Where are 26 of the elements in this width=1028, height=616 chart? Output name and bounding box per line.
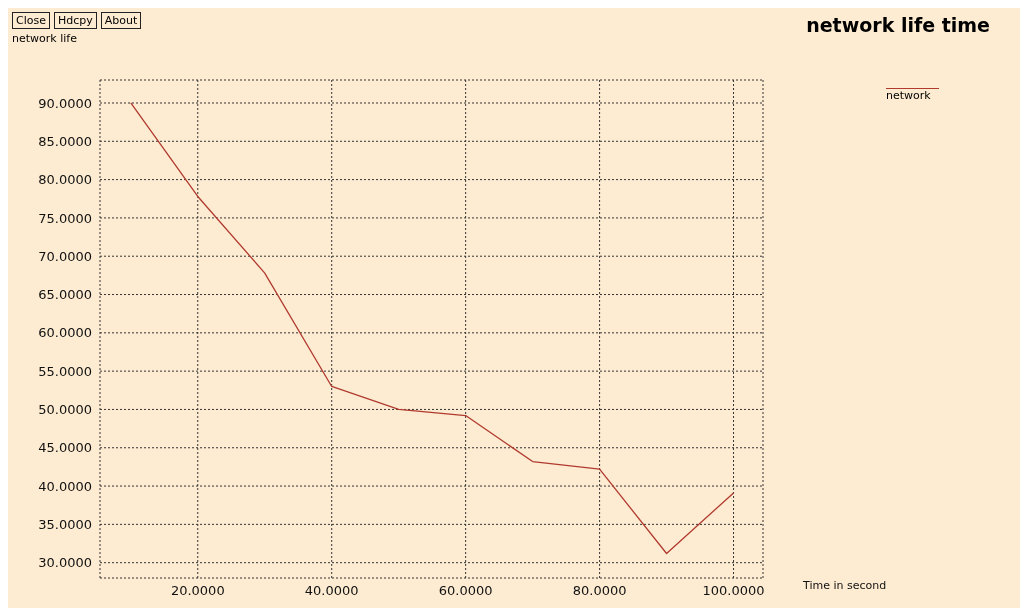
y-tick-label: 65.0000 (38, 287, 92, 303)
y-tick-label: 60.0000 (38, 325, 92, 341)
y-tick-label: 40.0000 (38, 478, 92, 494)
y-tick-label: 85.0000 (38, 133, 92, 149)
y-tick-label: 90.0000 (38, 95, 92, 111)
line-series (130, 102, 735, 555)
button: Hdcpy (53, 12, 97, 29)
y-tick-label: 75.0000 (38, 210, 92, 226)
x-tick-label: 100.0000 (702, 583, 765, 599)
y-tick-label: 50.0000 (38, 402, 92, 418)
x-tick-label: 80.0000 (572, 583, 627, 599)
x-tick-label: 60.0000 (438, 583, 493, 599)
legend-label: network (886, 88, 939, 102)
button: About (100, 12, 142, 29)
y-tick-label: 70.0000 (38, 248, 92, 264)
y-tick-label: 45.0000 (38, 440, 92, 456)
y-tick-label: 55.0000 (38, 363, 92, 379)
button: Close (12, 12, 50, 29)
x-tick-label: 20.0000 (170, 583, 225, 599)
y-tick-label: 80.0000 (38, 172, 92, 188)
x-axis-title: Time in second (802, 578, 887, 592)
y-tick-label: 35.0000 (38, 516, 92, 532)
y-axis-title: network life (12, 32, 77, 45)
y-tick-label: 30.0000 (38, 555, 92, 571)
text: network life time (806, 14, 990, 36)
x-tick-label: 40.0000 (304, 583, 359, 599)
